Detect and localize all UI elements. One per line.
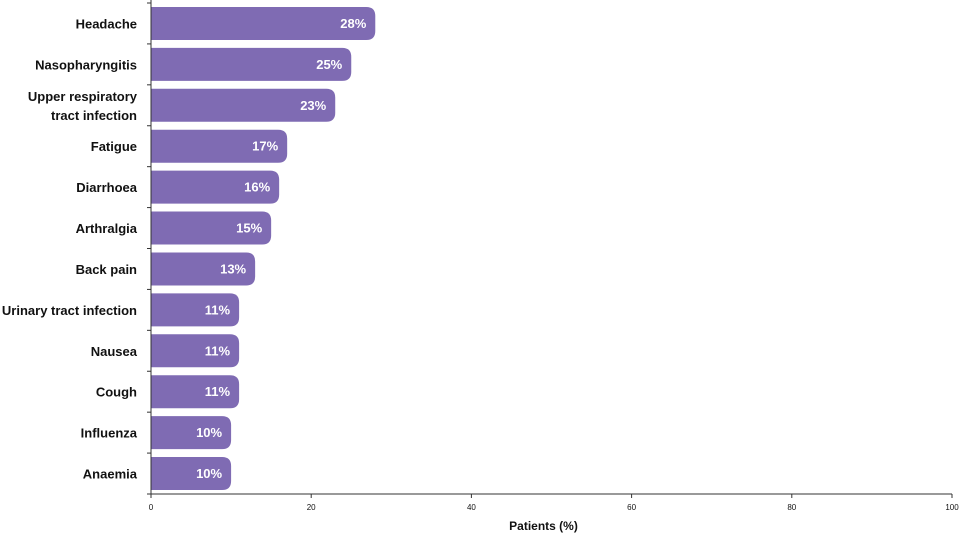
bar-value-label: 11% (205, 384, 231, 399)
x-axis-tick-label: 60 (627, 503, 636, 512)
category-label: Back pain (76, 261, 137, 276)
x-axis-title: Patients (%) (509, 519, 578, 533)
category-label-line: Urinary tract infection (2, 302, 137, 317)
bar-value-label: 11% (205, 343, 231, 358)
category-label: Arthralgia (76, 221, 138, 236)
value-labels-group: 28% 25% 23% 17% 16% 15% 13% 11% 11% 11% 10% 10% (196, 16, 367, 481)
category-label: Fatigue (91, 139, 137, 154)
x-axis-ticks-group: 0 20 40 60 80 100 (149, 494, 959, 512)
bar-value-label: 11% (205, 302, 231, 317)
category-label-line: Nausea (91, 343, 138, 358)
category-label-line: Nasopharyngitis (35, 57, 137, 72)
bar (151, 6, 376, 40)
bar (151, 375, 240, 409)
bar (151, 457, 232, 491)
bar-value-label: 13% (220, 261, 246, 276)
category-label: Anaemia (83, 466, 138, 481)
bar (151, 129, 288, 163)
category-label-line: tract infection (51, 107, 137, 122)
bar (151, 252, 256, 286)
bar (151, 416, 232, 450)
bar (151, 211, 272, 245)
bar-value-label: 15% (236, 221, 262, 236)
category-label-line: Diarrhoea (76, 180, 137, 195)
bar (151, 334, 240, 368)
category-label: Cough (96, 384, 137, 399)
x-axis-tick-label: 40 (467, 503, 476, 512)
y-axis-ticks-group (147, 2, 151, 495)
bar (151, 170, 280, 204)
bar-value-label: 28% (340, 16, 366, 31)
x-axis-tick-label: 20 (307, 503, 316, 512)
bar (151, 47, 352, 81)
bar-value-label: 10% (196, 466, 222, 481)
bar-value-label: 23% (300, 98, 326, 113)
bar-value-label: 17% (252, 139, 278, 154)
bar-value-label: 25% (316, 57, 342, 72)
category-label: Headache (76, 16, 137, 31)
bar (151, 88, 336, 122)
category-label: Urinary tract infection (2, 302, 137, 317)
category-label-line: Cough (96, 384, 137, 399)
category-label-line: Fatigue (91, 139, 137, 154)
category-label: Nasopharyngitis (35, 57, 137, 72)
category-label-line: Arthralgia (76, 221, 138, 236)
category-label: Influenza (81, 425, 138, 440)
category-label: Diarrhoea (76, 180, 137, 195)
x-axis-tick-label: 0 (149, 503, 154, 512)
category-label-line: Upper respiratory (28, 88, 138, 103)
bar (151, 293, 240, 327)
category-label-line: Headache (76, 16, 137, 31)
bar-value-label: 16% (244, 180, 270, 195)
category-label: Upper respiratory tract infection (28, 88, 138, 122)
category-label-line: Anaemia (83, 466, 138, 481)
bars-group (151, 6, 376, 491)
category-labels-group: Headache Nasopharyngitis Upper respiratory… (2, 16, 138, 481)
category-label-line: Influenza (81, 425, 138, 440)
bar-value-label: 10% (196, 425, 222, 440)
x-axis-tick-label: 80 (787, 503, 796, 512)
category-label-line: Back pain (76, 261, 137, 276)
category-label: Nausea (91, 343, 138, 358)
x-axis-tick-label: 100 (945, 503, 959, 512)
